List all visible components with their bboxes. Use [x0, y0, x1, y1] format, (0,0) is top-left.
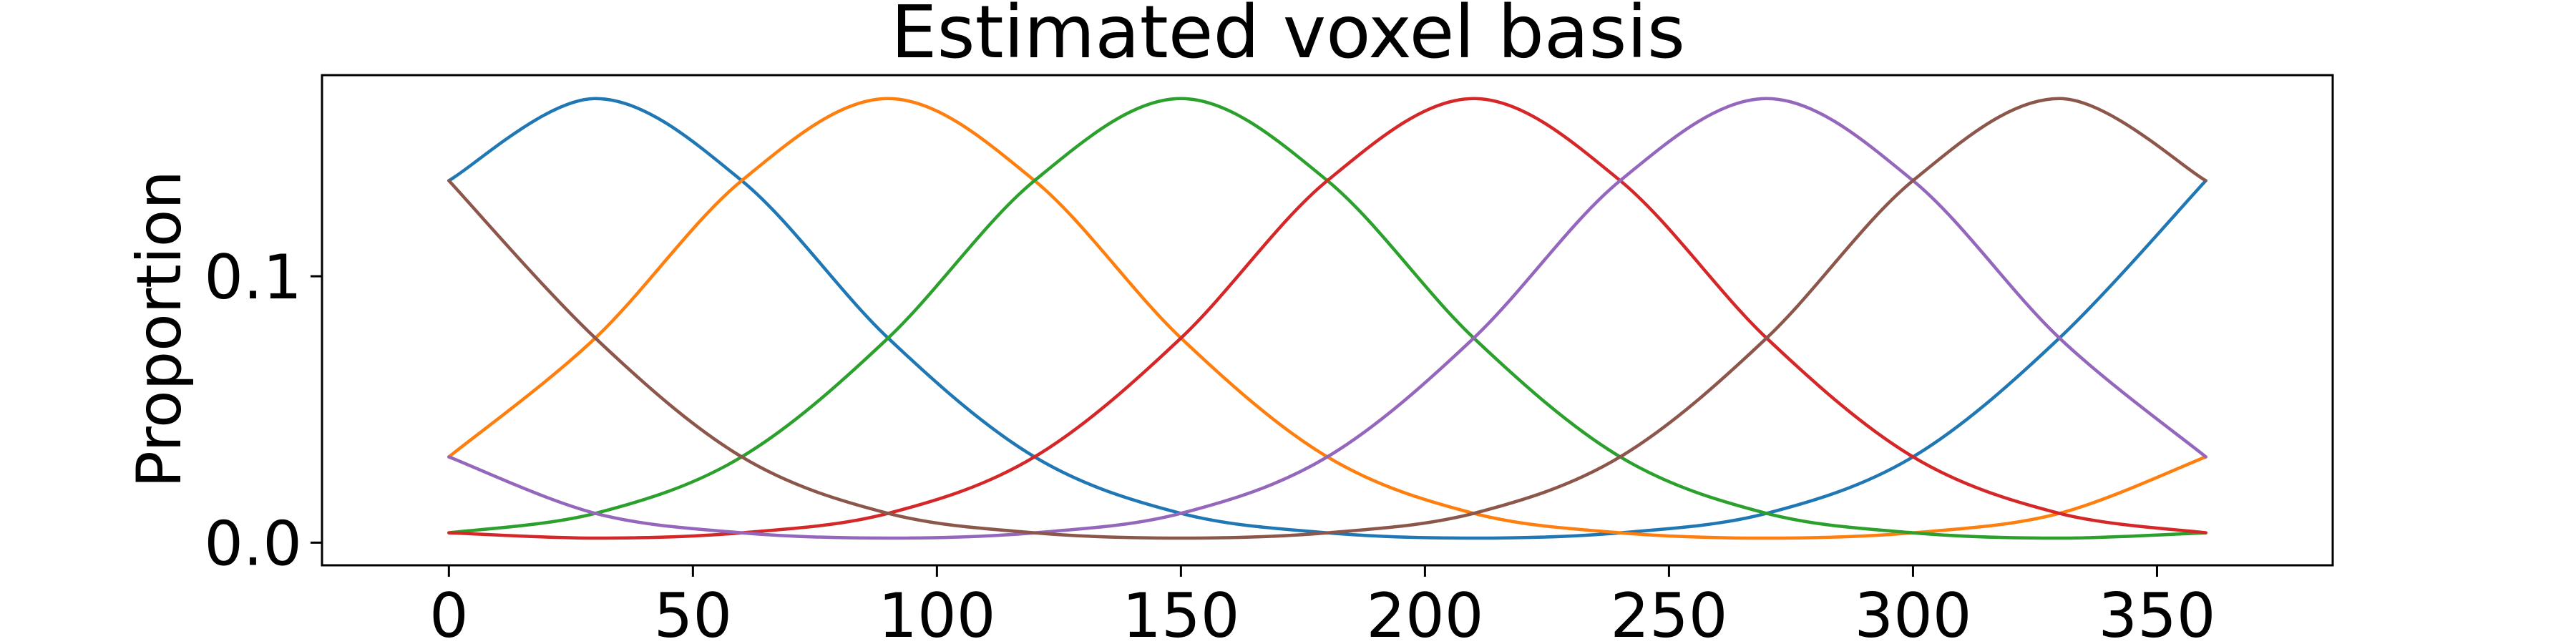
plot-area-frame [321, 74, 2334, 567]
x-tick-label-150: 150 [1122, 580, 1239, 644]
x-tick-label-50: 50 [654, 580, 732, 644]
x-tick-label-250: 250 [1610, 580, 1727, 644]
x-tick-label-200: 200 [1366, 580, 1483, 644]
x-tick-label-0: 0 [429, 580, 469, 644]
x-axis: 0 50 100 150 200 250 300 350 [429, 565, 2216, 644]
series-layer [447, 97, 2207, 540]
chart-title: Estimated voxel basis [891, 0, 1685, 75]
x-tick-label-300: 300 [1854, 580, 1971, 644]
x-tick-label-100: 100 [878, 580, 995, 644]
series-line-5 [447, 97, 2207, 540]
x-tick-label-350: 350 [2098, 580, 2215, 644]
y-tick-label-0: 0.0 [204, 508, 302, 580]
y-axis: 0.0 0.1 [204, 242, 322, 580]
series-line-6 [447, 97, 2207, 540]
y-axis-label: Proportion [124, 170, 195, 488]
y-tick-label-1: 0.1 [204, 242, 302, 313]
